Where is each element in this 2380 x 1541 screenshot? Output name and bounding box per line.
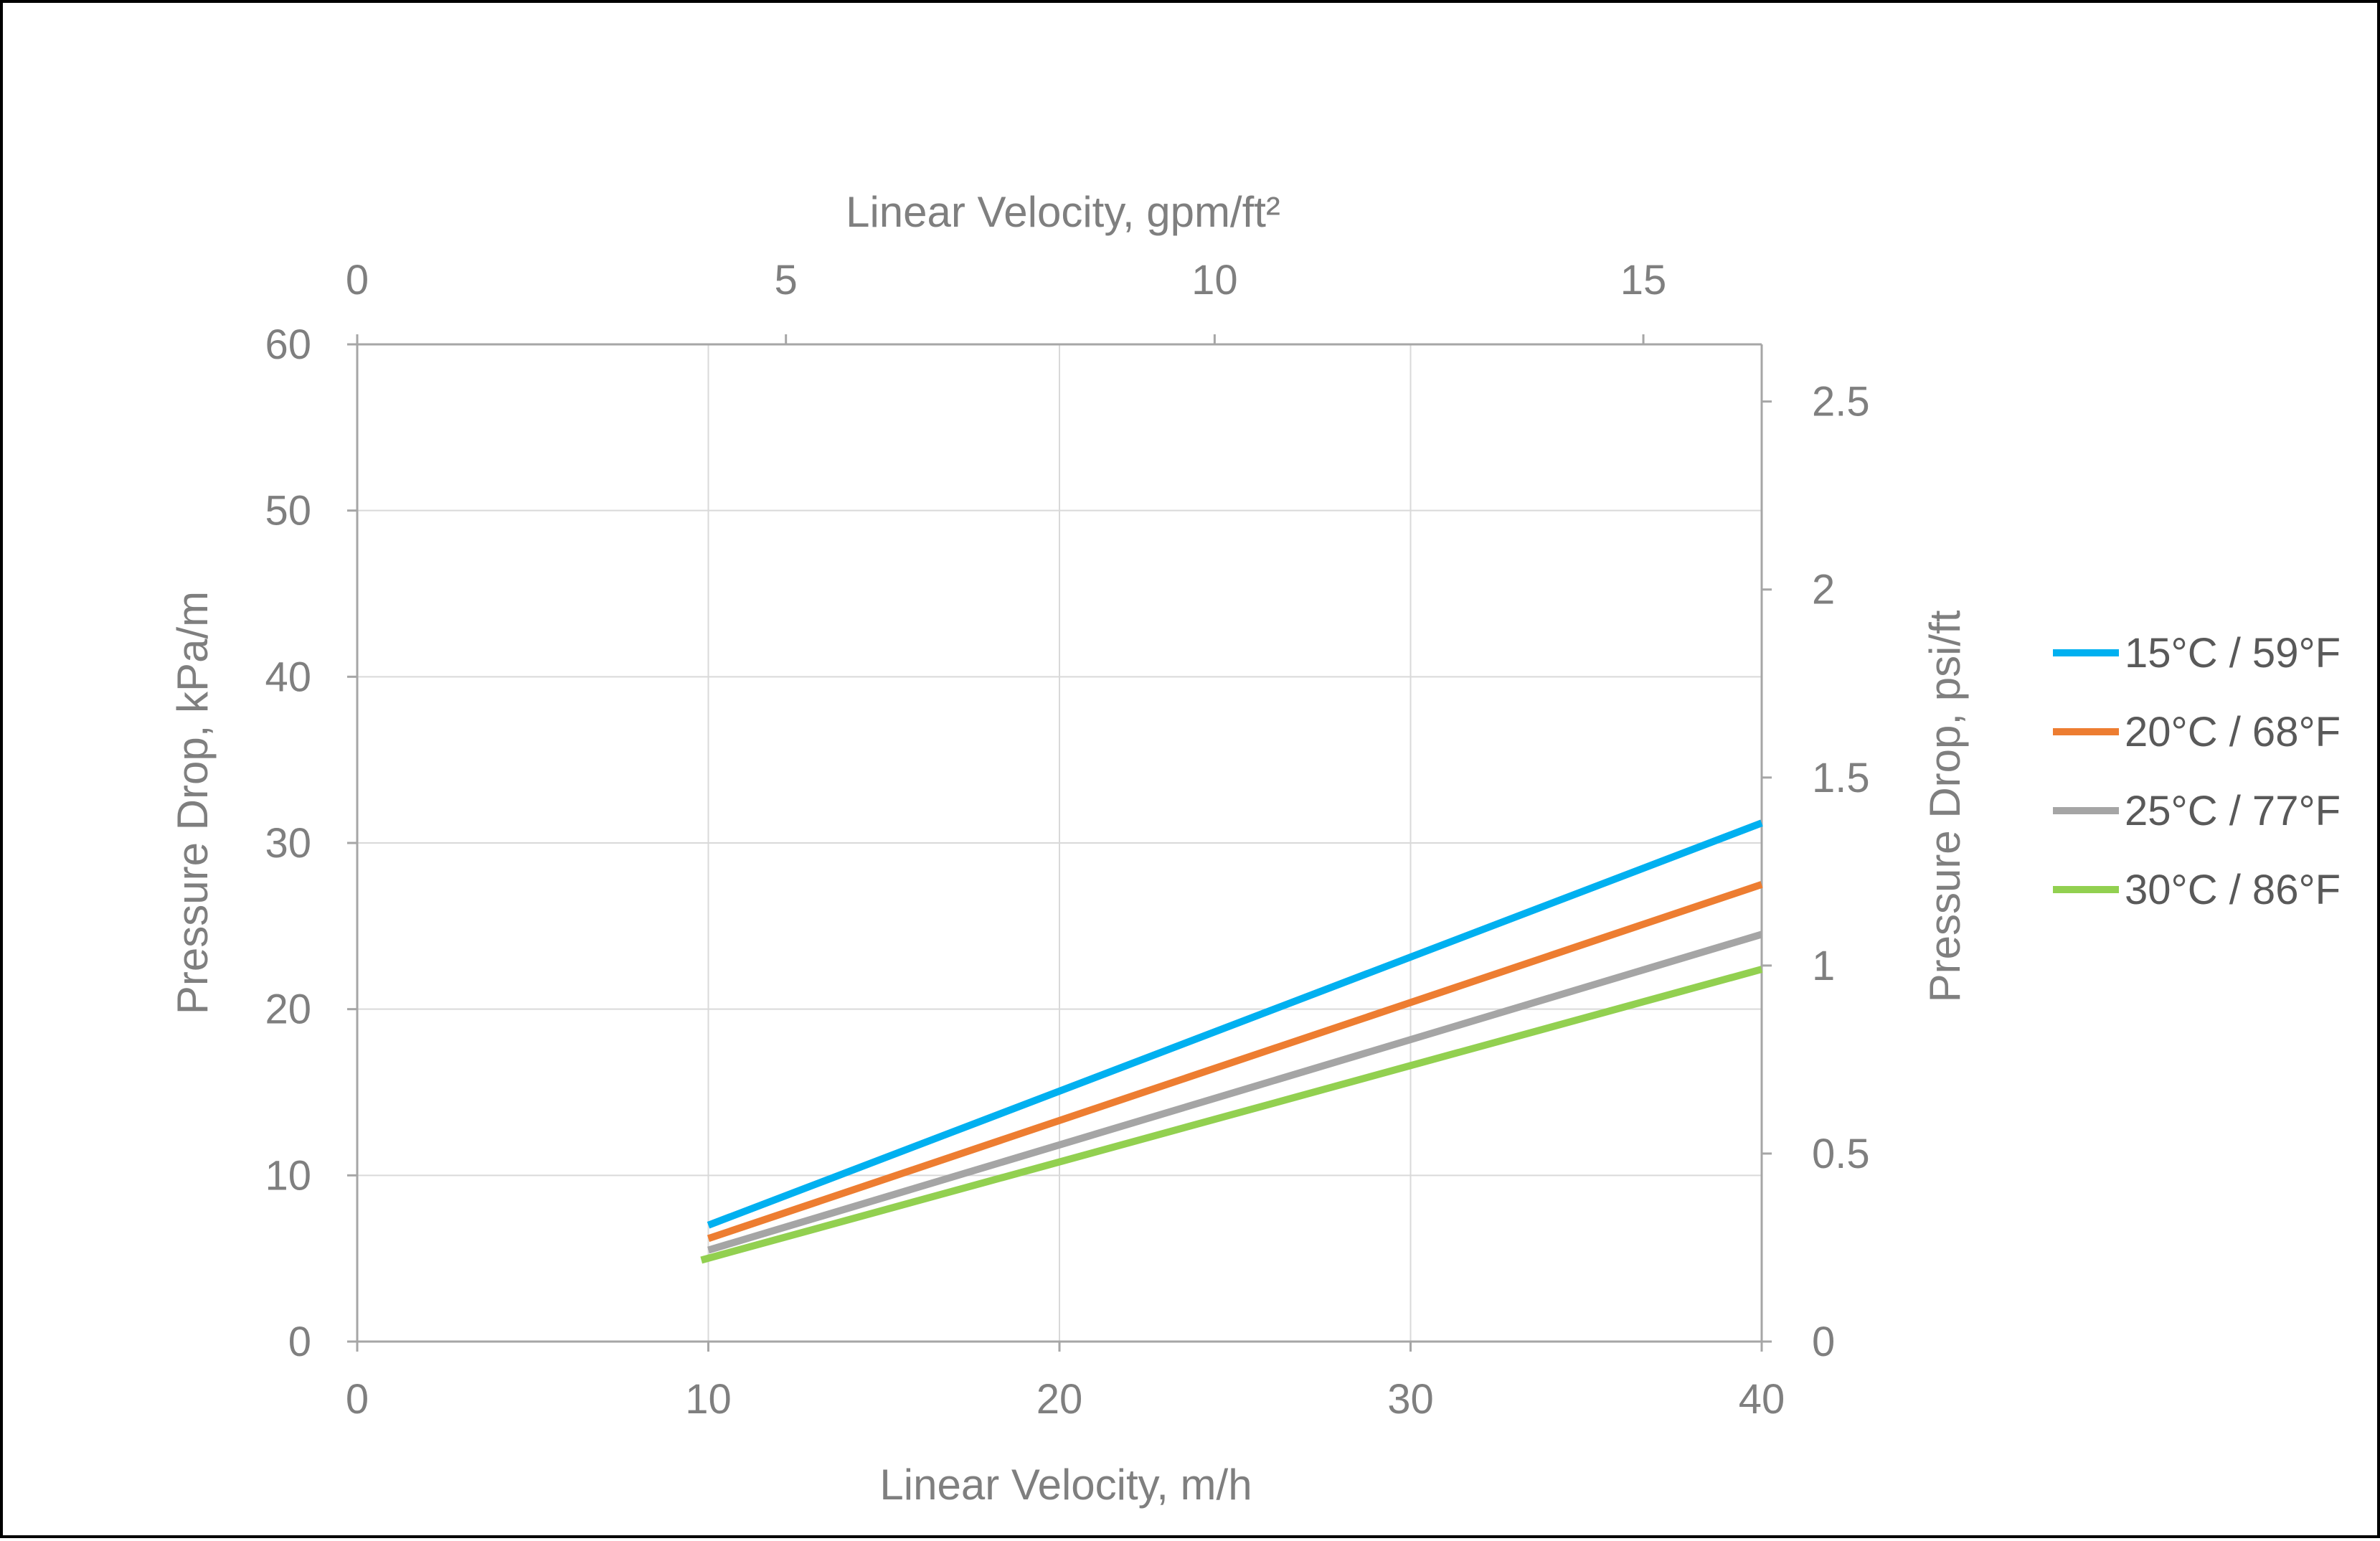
- right-axis-tick-label: 1: [1812, 943, 1835, 989]
- left-axis-tick-label: 20: [265, 986, 311, 1033]
- top-axis-title: Linear Velocity, gpm/ft²: [846, 188, 1280, 236]
- left-axis-tick-label: 40: [265, 654, 311, 700]
- left-axis-tick-label: 10: [265, 1152, 311, 1199]
- right-axis-tick-label: 0.5: [1812, 1131, 1870, 1177]
- right-axis-tick-label: 0: [1812, 1319, 1835, 1365]
- series-line-4: [700, 966, 1763, 1264]
- top-axis-tick-label: 0: [346, 257, 369, 303]
- left-axis-tick-label: 30: [265, 820, 311, 867]
- series-line-3: [707, 930, 1763, 1254]
- pressure-drop-chart: 0 10 20 30 40 50 60 0 10 20 30 40 0 5 10 15 0 0.5 1 1.5 2 2.5…: [169, 188, 2341, 1509]
- legend-label-4: 30°C / 86°F: [2125, 867, 2341, 913]
- bottom-axis-tick-label: 10: [685, 1376, 732, 1423]
- left-axis-tick-label: 50: [265, 488, 311, 534]
- bottom-axis-tick-label: 30: [1387, 1376, 1434, 1423]
- left-axis-tick-label: 0: [288, 1319, 311, 1365]
- right-axis-tick-label: 1.5: [1812, 755, 1870, 801]
- legend: 15°C / 59°F 20°C / 68°F 25°C / 77°F 30°C / …: [2053, 630, 2341, 913]
- series-line-1: [707, 819, 1763, 1229]
- bottom-axis-tick-label: 0: [346, 1376, 369, 1423]
- left-axis-tick-label: 60: [265, 321, 311, 368]
- top-axis-tick-label: 10: [1191, 257, 1238, 303]
- legend-label-3: 25°C / 77°F: [2125, 788, 2341, 834]
- bottom-axis-tick-label: 40: [1739, 1376, 1785, 1423]
- right-axis-tick-label: 2: [1812, 567, 1835, 613]
- right-axis-tick-label: 2.5: [1812, 379, 1870, 425]
- series-line-2: [707, 881, 1763, 1243]
- right-axis-title: Pressure Drop, psi/ft: [1921, 610, 1969, 1002]
- legend-label-2: 20°C / 68°F: [2125, 709, 2341, 755]
- top-axis-tick-label: 15: [1620, 257, 1667, 303]
- left-axis-title: Pressure Drop, kPa/m: [169, 591, 217, 1014]
- top-axis-tick-label: 5: [775, 257, 798, 303]
- bottom-axis-tick-label: 20: [1036, 1376, 1083, 1423]
- legend-label-1: 15°C / 59°F: [2125, 630, 2341, 677]
- bottom-axis-title: Linear Velocity, m/h: [879, 1461, 1252, 1509]
